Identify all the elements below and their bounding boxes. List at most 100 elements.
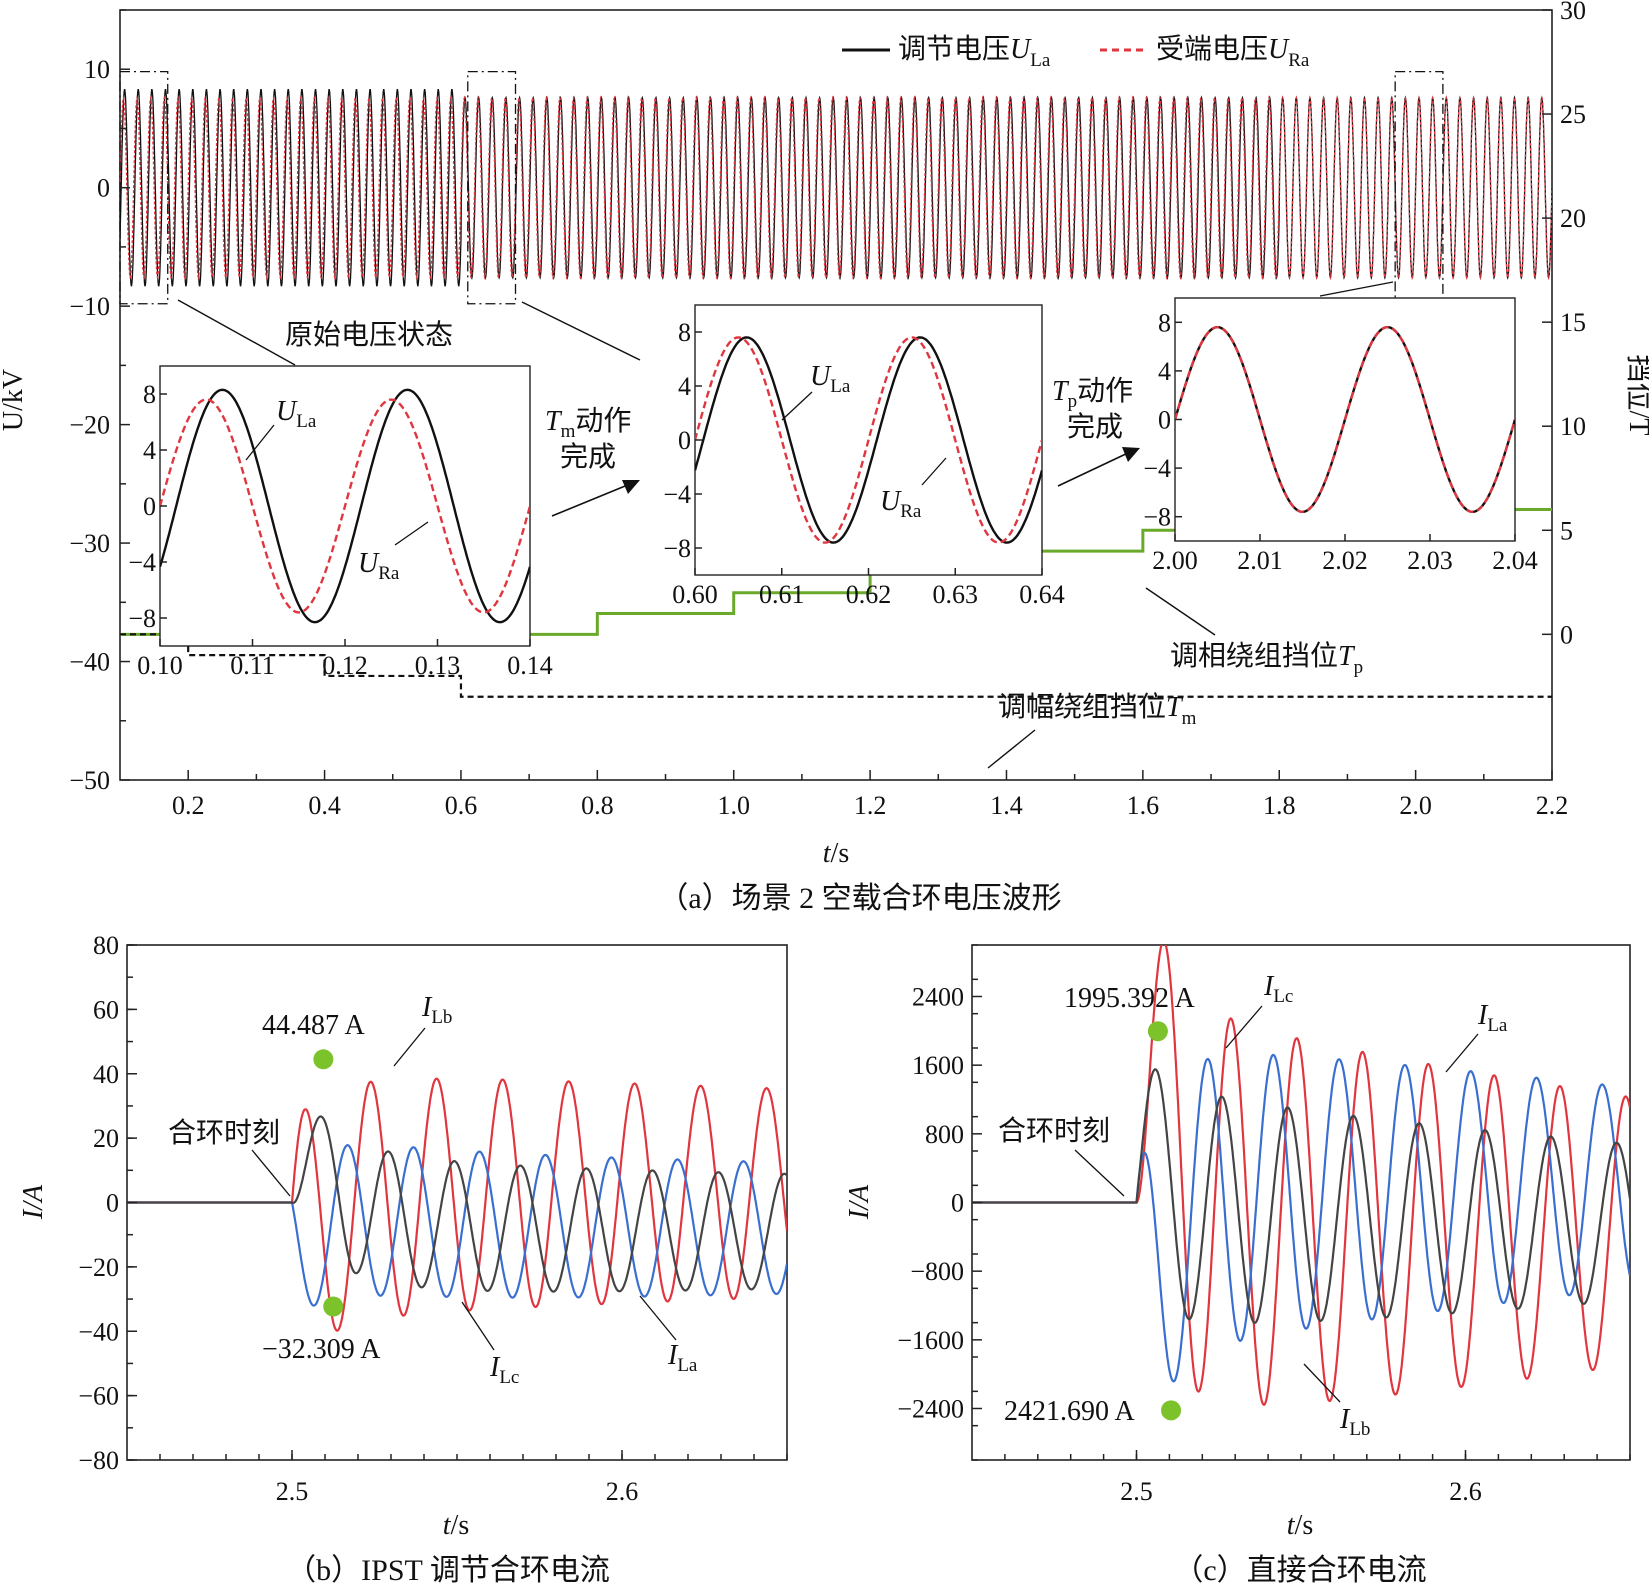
a-xtick-label: 1.6 <box>1127 791 1160 820</box>
a-ytick-label: 10 <box>84 55 110 84</box>
panel-c-caption: （c）直接合环电流 <box>1173 1554 1426 1587</box>
inset-xtick-label: 2.02 <box>1322 546 1368 575</box>
inset-2: 840−4−80.60 0.61 0.62 0.63 0.64 ULa URa <box>663 304 1065 609</box>
marker-min <box>323 1296 344 1317</box>
xtick-label: 2.5 <box>1120 1477 1153 1506</box>
a-y2tick-label: 5 <box>1560 516 1573 545</box>
a-xtick-label: 1.4 <box>990 791 1023 820</box>
ytick-label: 0 <box>951 1189 964 1218</box>
a-xtick-label: 0.2 <box>172 791 205 820</box>
a-xtick-label: 1.0 <box>717 791 750 820</box>
inset-xtick-label: 0.14 <box>507 651 553 680</box>
legend-label-ula: 调节电压ULa <box>898 33 1051 71</box>
a-xtick-label: 2.0 <box>1399 791 1432 820</box>
series-i-lc <box>127 1115 787 1293</box>
ytick-label: 800 <box>925 1120 964 1149</box>
ytick-label: −2400 <box>897 1395 964 1424</box>
a-xtick-label: 1.8 <box>1263 791 1296 820</box>
inset-ytick-label: 8 <box>678 318 691 347</box>
ytick-label: 1600 <box>912 1051 964 1080</box>
inset-xtick-label: 0.10 <box>137 651 183 680</box>
ytick-label: 2400 <box>912 983 964 1012</box>
legend-label-ura: 受端电压URa <box>1156 33 1310 71</box>
annotation-tm-done-1: Tm动作 <box>545 405 631 442</box>
inset-3: 8 4 0 −4 −8 2.00 2.01 2.02 2.03 2.04 <box>1143 297 1538 575</box>
xtick-label: 2.6 <box>606 1477 639 1506</box>
inset-2-u-ra <box>695 336 1042 544</box>
panel-b-caption: （b）IPST 调节合环电流 <box>286 1554 610 1587</box>
inset-xtick-label: 0.61 <box>759 580 805 609</box>
a-ytick-label: −40 <box>69 648 110 677</box>
inset-1-u-la <box>160 388 530 624</box>
panel-a-waveforms <box>120 89 1552 287</box>
annotation-arrows <box>551 447 1140 517</box>
inset-ytick-label: −4 <box>663 480 691 509</box>
annotation-tm-label: 调幅绕组挡位Tm <box>998 691 1197 729</box>
panel-c-waveforms <box>972 945 1630 1421</box>
a-ytick-label: −10 <box>69 292 110 321</box>
annotation-tp-done-2: 完成 <box>1067 411 1123 443</box>
inset-xtick-label: 2.04 <box>1492 546 1538 575</box>
a-xtick-label: 0.6 <box>445 791 478 820</box>
ytick-label: 80 <box>93 931 119 960</box>
panel-c-close-label: 合环时刻 <box>998 1115 1110 1147</box>
a-ytick-label: −30 <box>69 529 110 558</box>
a-y2tick-label: 10 <box>1560 412 1586 441</box>
panel-c-x-axis-label: t/s <box>1287 1510 1313 1541</box>
marker-max <box>313 1049 334 1070</box>
inset-ytick-label: −4 <box>1143 454 1171 483</box>
inset-ytick-label: 4 <box>678 372 691 401</box>
annotation-tm-done-2: 完成 <box>560 441 616 473</box>
ytick-label: −80 <box>78 1446 119 1475</box>
a-xtick-label: 0.8 <box>581 791 614 820</box>
inset-ytick-label: −8 <box>1143 503 1171 532</box>
panel-b-y-axis-label: I/A <box>18 1184 49 1220</box>
ytick-label: −60 <box>78 1382 119 1411</box>
panel-c-ticks: 2400 1600 800 0 −800 −1600 −2400 2.5 2.6 <box>897 944 1631 1506</box>
panel-c-min-label: 2421.690 A <box>1004 1396 1135 1427</box>
a-ytick-label: −20 <box>69 411 110 440</box>
inset-ytick-label: 8 <box>143 380 156 409</box>
inset-xtick-label: 0.63 <box>933 580 979 609</box>
inset-xtick-label: 0.11 <box>230 651 275 680</box>
panel-a-y2-axis-label: 挡位/T <box>1623 355 1649 436</box>
a-ytick-label: −50 <box>69 766 110 795</box>
inset-xtick-label: 2.01 <box>1237 546 1283 575</box>
inset-xtick-label: 0.12 <box>322 651 368 680</box>
annotation-tp-label: 调相绕组挡位Tp <box>1170 640 1363 678</box>
series-u-ra <box>120 95 1552 281</box>
panel-b-waveforms <box>127 1049 787 1332</box>
panel-a-y-axis-label: U/kV <box>0 369 29 431</box>
panel-c-y-axis-label: I/A <box>844 1184 875 1220</box>
ytick-label: 20 <box>93 1124 119 1153</box>
annotation-tp-done-1: Tp动作 <box>1052 375 1133 412</box>
panel-a-legend: 调节电压ULa 受端电压URa <box>832 24 1352 76</box>
a-xtick-label: 2.2 <box>1536 791 1569 820</box>
panel-a-caption: （a）场景 2 空载合环电压波形 <box>658 882 1061 915</box>
inset-xtick-label: 2.03 <box>1407 546 1453 575</box>
annotation-leader-lines <box>177 281 1394 769</box>
inset-ytick-label: 0 <box>1158 406 1171 435</box>
inset-xtick-label: 0.13 <box>415 651 461 680</box>
inset-xtick-label: 2.00 <box>1152 546 1198 575</box>
inset-ytick-label: −8 <box>663 534 691 563</box>
ytick-label: 60 <box>93 995 119 1024</box>
panel-a-y2-ticks: 30 25 20 15 10 5 0 <box>1542 0 1586 649</box>
inset-1-u-ra <box>160 398 530 614</box>
inset-xtick-label: 0.64 <box>1019 580 1065 609</box>
inset-ytick-label: 4 <box>1158 357 1171 386</box>
a-y2tick-label: 25 <box>1560 100 1586 129</box>
inset-xtick-label: 0.62 <box>846 580 892 609</box>
panel-b-min-label: −32.309 A <box>262 1334 381 1365</box>
ytick-label: −1600 <box>897 1326 964 1355</box>
a-xtick-label: 1.2 <box>854 791 887 820</box>
inset-ytick-label: 8 <box>1158 308 1171 337</box>
a-y2tick-label: 20 <box>1560 204 1586 233</box>
inset-3-u-ra <box>1175 325 1515 514</box>
marker-max <box>1147 1021 1168 1042</box>
xtick-label: 2.6 <box>1449 1477 1482 1506</box>
inset-xtick-label: 0.60 <box>672 580 718 609</box>
panel-b: 80 60 40 20 0 −20 −40 −60 −80 2.5 2.6 I/A t/s （b）I… <box>18 931 788 1587</box>
